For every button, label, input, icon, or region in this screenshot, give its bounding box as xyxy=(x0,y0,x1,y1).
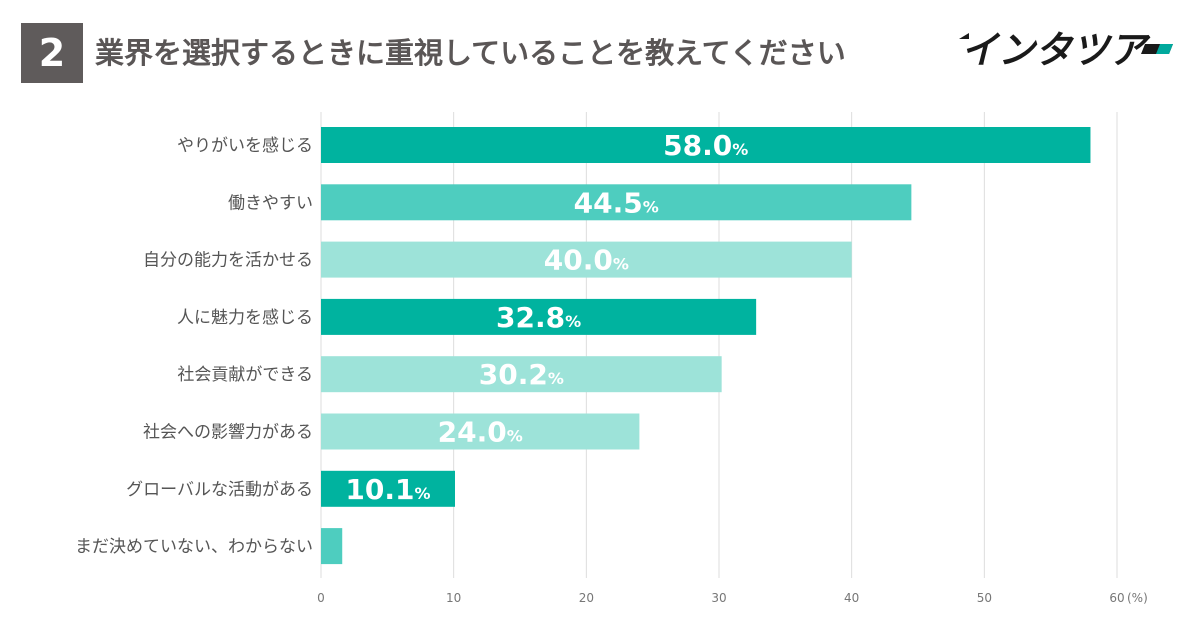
value-number: 58.0 xyxy=(663,129,732,162)
question-number-badge: 2 xyxy=(21,23,83,83)
category-label: 自分の能力を活かせる xyxy=(143,251,313,271)
x-tick-label: 60 xyxy=(1109,591,1124,605)
bar xyxy=(321,184,912,221)
bar xyxy=(321,241,852,278)
value-number: 40.0 xyxy=(544,244,613,277)
category-label: 社会貢献ができる xyxy=(177,365,313,385)
category-label: グローバルな活動がある xyxy=(126,480,313,500)
bar xyxy=(321,413,640,450)
value-number: 30.2 xyxy=(479,358,548,391)
x-tick-label: 40 xyxy=(844,591,859,605)
value-suffix: % xyxy=(613,255,629,274)
value-number: 32.8 xyxy=(496,301,565,334)
value-label: 44.5% xyxy=(574,186,659,219)
x-tick-label: 20 xyxy=(579,591,594,605)
value-suffix: % xyxy=(548,369,564,388)
bar xyxy=(321,470,455,507)
value-label: 40.0% xyxy=(544,244,629,277)
value-label: 58.0% xyxy=(663,129,748,162)
x-tick-label: 10 xyxy=(446,591,461,605)
bar xyxy=(321,298,757,335)
bar xyxy=(321,528,343,565)
brand-logo: インタツア xyxy=(959,28,1173,70)
value-number: 24.0 xyxy=(438,416,507,449)
value-label: 10.1% xyxy=(345,473,430,506)
category-label: 社会への影響力がある xyxy=(143,423,313,443)
chart-title: 業界を選択するときに重視していることを教えてください xyxy=(95,36,846,70)
value-suffix: % xyxy=(643,197,659,216)
x-tick-label: 50 xyxy=(977,591,992,605)
bar xyxy=(321,356,722,393)
category-label: 人に魅力を感じる xyxy=(177,308,313,328)
value-suffix: % xyxy=(565,312,581,331)
value-number: 10.1 xyxy=(345,473,414,506)
bar xyxy=(321,127,1091,163)
value-label: 30.2% xyxy=(479,358,564,391)
value-suffix: % xyxy=(732,140,748,159)
value-suffix: % xyxy=(507,427,523,446)
value-label: 24.0% xyxy=(438,416,523,449)
x-axis-unit: (%) xyxy=(1127,591,1148,605)
value-number: 1.6 xyxy=(354,530,404,563)
category-label: 働きやすい xyxy=(228,193,313,213)
category-label: やりがいを感じる xyxy=(177,136,313,156)
svg-text:インタツア: インタツア xyxy=(961,28,1151,70)
value-label: 32.8% xyxy=(496,301,581,334)
x-tick-label: 0 xyxy=(317,591,325,605)
x-tick-label: 30 xyxy=(711,591,726,605)
value-number: 44.5 xyxy=(574,186,643,219)
value-suffix: % xyxy=(415,484,431,503)
category-label: まだ決めていない、わからない xyxy=(75,537,313,557)
value-suffix: % xyxy=(404,541,420,560)
value-label: 1.6% xyxy=(354,530,420,563)
